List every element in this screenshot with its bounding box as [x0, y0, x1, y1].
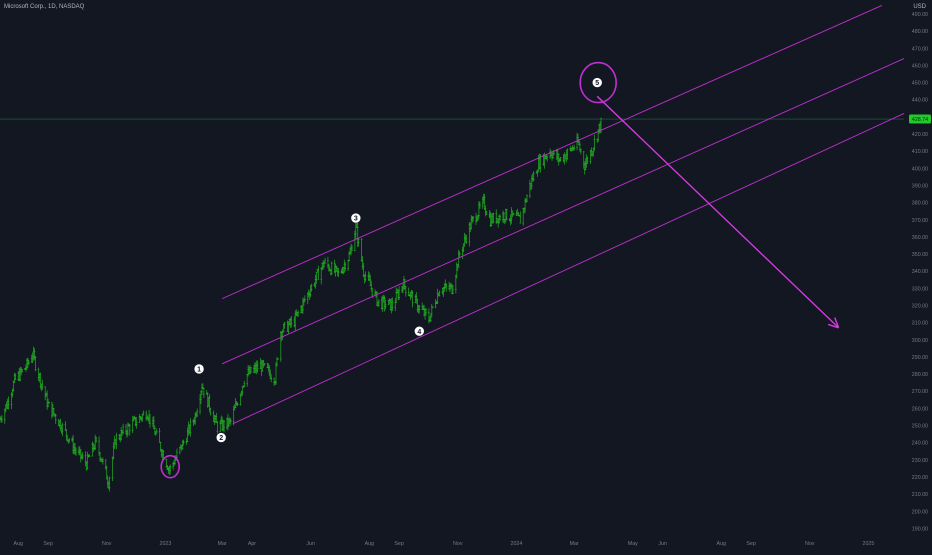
y-tick-label: 270.00 — [912, 389, 928, 395]
y-tick-label: 230.00 — [912, 458, 928, 464]
x-tick-label: Sep — [746, 541, 755, 547]
y-tick-label: 370.00 — [912, 218, 928, 224]
y-tick-label: 320.00 — [912, 304, 928, 310]
x-tick-label: Apr — [248, 541, 256, 547]
y-tick-label: 460.00 — [912, 63, 928, 69]
x-tick-label: Jun — [306, 541, 315, 547]
y-tick-label: 190.00 — [912, 526, 928, 532]
wave-label-badge[interactable] — [414, 325, 425, 337]
y-tick-label: 420.00 — [912, 132, 928, 138]
y-tick-label: 280.00 — [912, 372, 928, 378]
symbol-title: Microsoft Corp., 1D, NASDAQ — [4, 4, 85, 10]
y-tick-label: 330.00 — [912, 286, 928, 292]
x-tick-label: Nov — [453, 541, 463, 547]
y-tick-label: 310.00 — [912, 321, 928, 327]
y-tick-label: 390.00 — [912, 183, 928, 189]
y-tick-label: 240.00 — [912, 441, 928, 447]
currency-label: USD — [913, 4, 926, 10]
y-tick-label: 340.00 — [912, 269, 928, 275]
y-tick-label: 470.00 — [912, 46, 928, 52]
wave-label-text: 5 — [595, 80, 599, 87]
y-tick-label: 440.00 — [912, 98, 928, 104]
forecast-arrow-line[interactable] — [596, 95, 840, 329]
wave-label-badge[interactable] — [193, 363, 205, 375]
forecast-arrowhead-right[interactable] — [834, 317, 840, 329]
wave-5-circle[interactable] — [579, 61, 617, 104]
wave-label-text: 1 — [197, 367, 201, 374]
x-tick-label: Aug — [365, 541, 374, 547]
time-axis[interactable]: Aug Sep Nov 2023 Mar Apr Jun Aug Sep Nov 2024 Mar Ma… — [14, 541, 875, 547]
x-tick-label: 2024 — [511, 541, 523, 547]
y-tick-label: 200.00 — [912, 509, 928, 515]
wave-start-circle[interactable] — [160, 454, 181, 479]
y-tick-label: 300.00 — [912, 338, 928, 344]
last-price-value: 428.74 — [912, 117, 928, 123]
forecast-arrow-layer[interactable] — [596, 95, 840, 329]
y-tick-label: 380.00 — [912, 201, 928, 207]
y-tick-label: 400.00 — [912, 166, 928, 172]
x-tick-label: Jun — [658, 541, 667, 547]
y-tick-label: 350.00 — [912, 252, 928, 258]
y-tick-label: 360.00 — [912, 235, 928, 241]
y-tick-label: 210.00 — [912, 492, 928, 498]
wave-label-text: 3 — [354, 216, 358, 223]
x-tick-label: May — [628, 541, 638, 547]
forecast-arrowhead-left[interactable] — [827, 323, 839, 329]
channel-line-upper[interactable] — [221, 5, 883, 300]
x-tick-label: Sep — [394, 541, 403, 547]
channel-layer[interactable] — [221, 5, 905, 425]
x-tick-label: Aug — [717, 541, 726, 547]
price-axis[interactable]: 190.00 200.00 210.00 220.00 230.00 240.00 250.… — [909, 12, 931, 532]
x-tick-label: 2023 — [160, 541, 172, 547]
wave-label-text: 4 — [417, 329, 421, 336]
wave-label-badge[interactable] — [591, 77, 603, 88]
x-tick-label: Nov — [805, 541, 815, 547]
marker-layer[interactable]: 1 2 3 4 5 — [160, 61, 617, 479]
x-tick-label: 2025 — [863, 541, 875, 547]
wave-label-badge[interactable] — [350, 212, 362, 224]
candles-layer — [0, 117, 602, 492]
y-tick-label: 250.00 — [912, 424, 928, 430]
y-tick-label: 450.00 — [912, 81, 928, 87]
x-tick-label: Aug — [14, 541, 23, 547]
y-tick-label: 220.00 — [912, 475, 928, 481]
x-tick-label: Nov — [102, 541, 112, 547]
channel-line-middle[interactable] — [221, 58, 905, 365]
y-tick-label: 260.00 — [912, 406, 928, 412]
y-tick-label: 290.00 — [912, 355, 928, 361]
x-tick-label: Mar — [570, 541, 579, 547]
x-tick-label: Mar — [218, 541, 227, 547]
wave-label-text: 2 — [219, 435, 223, 442]
x-tick-label: Sep — [43, 541, 52, 547]
y-tick-label: 480.00 — [912, 29, 928, 35]
y-tick-label: 410.00 — [912, 149, 928, 155]
wave-label-badge[interactable] — [215, 432, 227, 443]
last-price-badge[interactable] — [909, 114, 931, 124]
y-tick-label: 490.00 — [912, 12, 928, 18]
channel-line-lower[interactable] — [232, 113, 905, 425]
